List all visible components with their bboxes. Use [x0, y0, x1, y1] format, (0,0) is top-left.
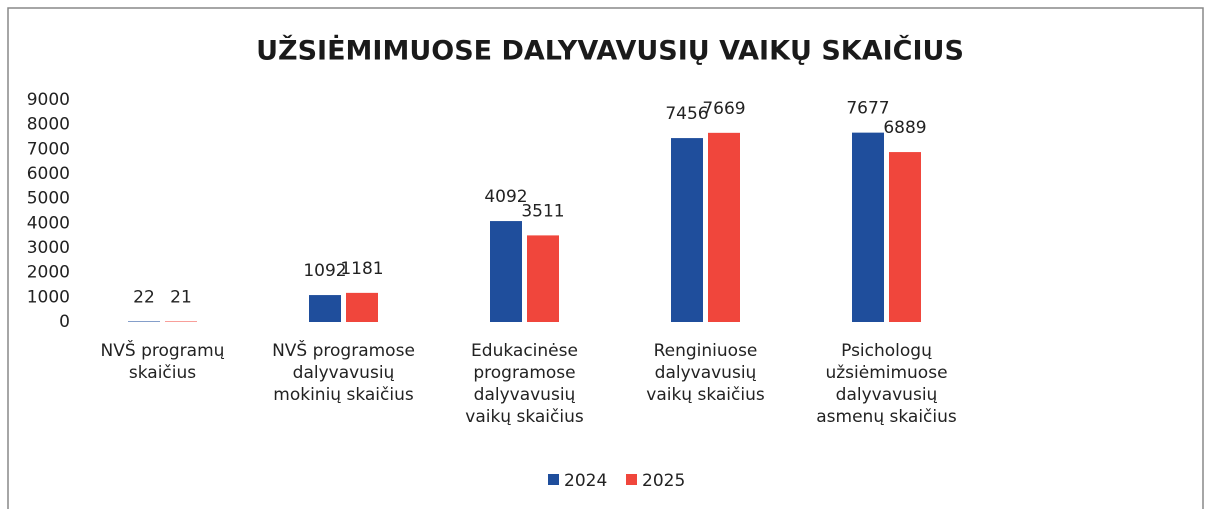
legend-swatch — [626, 474, 637, 485]
x-tick-label: Edukacinėse programose dalyvavusių vaikų… — [465, 341, 584, 427]
x-tick-label: NVŠ programų skaičius — [100, 341, 225, 383]
bar — [128, 321, 160, 322]
x-tick-label: Renginiuose dalyvavusių vaikų skaičius — [646, 341, 765, 405]
bar — [165, 321, 197, 322]
chart-title: UŽSIĖMIMUOSE DALYVAVUSIŲ VAIKŲ SKAIČIUS — [256, 35, 964, 67]
legend-swatch — [548, 474, 559, 485]
value-label: 1181 — [340, 259, 383, 279]
y-tick-label: 3000 — [27, 238, 70, 258]
y-tick-label: 0 — [59, 312, 70, 332]
value-label: 4092 — [484, 187, 527, 207]
value-label: 21 — [170, 287, 192, 307]
y-tick-label: 4000 — [27, 213, 70, 233]
x-tick-label: NVŠ programose dalyvavusių mokinių skaič… — [272, 341, 415, 405]
y-tick-label: 8000 — [27, 115, 70, 135]
y-tick-label: 7000 — [27, 139, 70, 159]
x-tick-label: Psichologų užsiėmimuose dalyvavusių asme… — [816, 341, 957, 427]
y-tick-label: 1000 — [27, 287, 70, 307]
legend-label: 2024 — [564, 471, 607, 491]
value-label: 7456 — [665, 104, 708, 124]
value-label: 22 — [133, 287, 155, 307]
y-tick-label: 9000 — [27, 90, 70, 110]
legend-label: 2025 — [642, 471, 685, 491]
bar — [490, 221, 522, 322]
y-tick-label: 6000 — [27, 164, 70, 184]
bar — [852, 132, 884, 322]
y-tick-label: 2000 — [27, 263, 70, 283]
bar — [708, 132, 740, 322]
value-label: 6889 — [883, 118, 926, 138]
value-label: 7677 — [846, 99, 889, 119]
bar — [346, 292, 378, 322]
value-label: 3511 — [521, 201, 564, 221]
bar — [889, 152, 921, 322]
bar — [309, 295, 341, 322]
bar — [671, 138, 703, 322]
bar — [527, 235, 559, 322]
frame — [7, 7, 1204, 509]
value-label: 1092 — [303, 261, 346, 281]
y-tick-label: 5000 — [27, 189, 70, 209]
value-label: 7669 — [702, 99, 745, 119]
